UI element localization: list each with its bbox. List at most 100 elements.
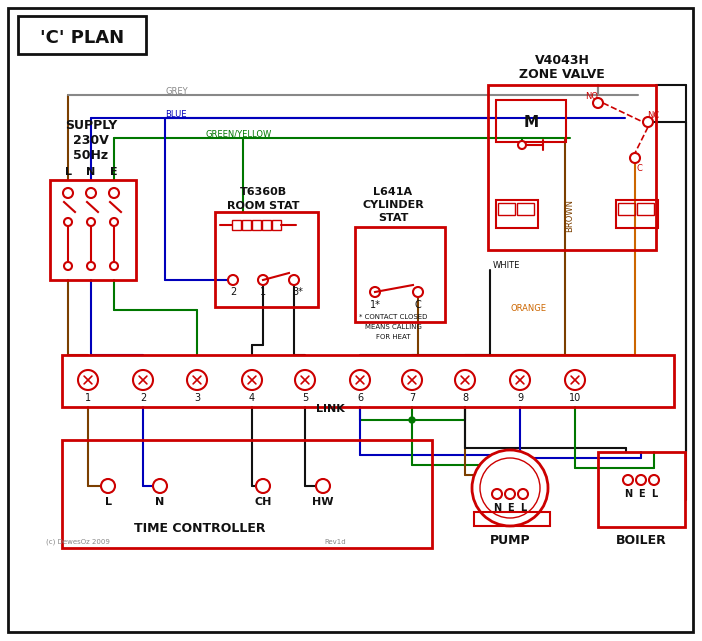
Text: 10: 10 xyxy=(569,393,581,403)
Circle shape xyxy=(110,262,118,270)
Bar xyxy=(496,200,538,228)
Circle shape xyxy=(518,141,526,149)
Circle shape xyxy=(242,370,262,390)
Circle shape xyxy=(258,275,268,285)
Circle shape xyxy=(289,275,299,285)
Text: FOR HEAT: FOR HEAT xyxy=(376,334,410,340)
Circle shape xyxy=(370,287,380,297)
Bar xyxy=(242,220,251,230)
Circle shape xyxy=(101,479,115,493)
Circle shape xyxy=(505,489,515,499)
Text: CH: CH xyxy=(254,497,272,507)
Bar xyxy=(517,203,534,215)
Bar xyxy=(252,220,261,230)
Text: E: E xyxy=(637,489,644,499)
Text: 7: 7 xyxy=(409,393,415,403)
Circle shape xyxy=(402,370,422,390)
Bar xyxy=(637,203,654,215)
Text: 2: 2 xyxy=(140,393,146,403)
Text: * CONTACT CLOSED: * CONTACT CLOSED xyxy=(359,314,428,320)
Circle shape xyxy=(64,218,72,226)
Text: 5: 5 xyxy=(302,393,308,403)
Circle shape xyxy=(153,479,167,493)
Text: C: C xyxy=(415,300,421,310)
Bar xyxy=(62,355,674,407)
Text: E: E xyxy=(507,503,513,513)
Text: MEANS CALLING: MEANS CALLING xyxy=(364,324,421,330)
Circle shape xyxy=(64,262,72,270)
Circle shape xyxy=(87,218,95,226)
Text: 3*: 3* xyxy=(293,287,303,297)
Text: N: N xyxy=(86,167,95,177)
Text: L: L xyxy=(651,489,657,499)
Text: 50Hz: 50Hz xyxy=(74,149,109,162)
Text: ORANGE: ORANGE xyxy=(510,303,546,313)
Text: GREY: GREY xyxy=(165,87,187,96)
Text: BOILER: BOILER xyxy=(616,533,666,547)
Circle shape xyxy=(649,475,659,485)
Text: E: E xyxy=(110,167,118,177)
Circle shape xyxy=(565,370,585,390)
Text: BROWN: BROWN xyxy=(566,199,574,231)
Text: ROOM STAT: ROOM STAT xyxy=(227,201,299,211)
Bar xyxy=(598,452,685,527)
Text: L: L xyxy=(65,167,72,177)
Text: 4: 4 xyxy=(249,393,255,403)
Circle shape xyxy=(87,262,95,270)
Text: BLUE: BLUE xyxy=(165,110,187,119)
Text: L: L xyxy=(520,503,526,513)
Circle shape xyxy=(455,370,475,390)
Circle shape xyxy=(256,479,270,493)
Bar xyxy=(215,212,318,307)
Text: 3: 3 xyxy=(194,393,200,403)
Circle shape xyxy=(63,188,73,198)
Circle shape xyxy=(630,153,640,163)
Text: 'C' PLAN: 'C' PLAN xyxy=(40,29,124,47)
Text: 1: 1 xyxy=(260,287,266,297)
Text: C: C xyxy=(636,163,642,172)
Circle shape xyxy=(350,370,370,390)
Circle shape xyxy=(593,98,603,108)
Text: NO: NO xyxy=(585,92,599,101)
Text: NC: NC xyxy=(647,110,659,119)
Text: M: M xyxy=(524,115,538,129)
Text: 6: 6 xyxy=(357,393,363,403)
Text: 8: 8 xyxy=(462,393,468,403)
Bar xyxy=(18,16,146,54)
Circle shape xyxy=(472,450,548,526)
Text: 9: 9 xyxy=(517,393,523,403)
Bar xyxy=(262,220,271,230)
Bar xyxy=(355,227,445,322)
Bar xyxy=(474,512,550,526)
Circle shape xyxy=(510,370,530,390)
Text: N: N xyxy=(624,489,632,499)
Circle shape xyxy=(228,275,238,285)
Bar xyxy=(488,85,656,250)
Bar xyxy=(618,203,635,215)
Text: WHITE: WHITE xyxy=(493,260,520,269)
Text: N: N xyxy=(493,503,501,513)
Circle shape xyxy=(492,489,502,499)
Circle shape xyxy=(518,489,528,499)
Circle shape xyxy=(409,417,415,423)
Circle shape xyxy=(316,479,330,493)
Text: 1: 1 xyxy=(85,393,91,403)
Text: GREEN/YELLOW: GREEN/YELLOW xyxy=(205,129,271,138)
Text: 1*: 1* xyxy=(369,300,380,310)
Circle shape xyxy=(110,218,118,226)
Text: PUMP: PUMP xyxy=(490,533,530,547)
Text: L: L xyxy=(105,497,112,507)
Text: N: N xyxy=(155,497,165,507)
Circle shape xyxy=(133,370,153,390)
Text: 2: 2 xyxy=(230,287,236,297)
Bar xyxy=(50,180,136,280)
Bar xyxy=(498,203,515,215)
Circle shape xyxy=(109,188,119,198)
Text: V4043H: V4043H xyxy=(534,53,590,67)
Bar xyxy=(272,220,281,230)
Bar xyxy=(616,200,658,228)
Bar xyxy=(62,440,432,548)
Circle shape xyxy=(643,117,653,127)
Circle shape xyxy=(636,475,646,485)
Text: SUPPLY: SUPPLY xyxy=(65,119,117,131)
